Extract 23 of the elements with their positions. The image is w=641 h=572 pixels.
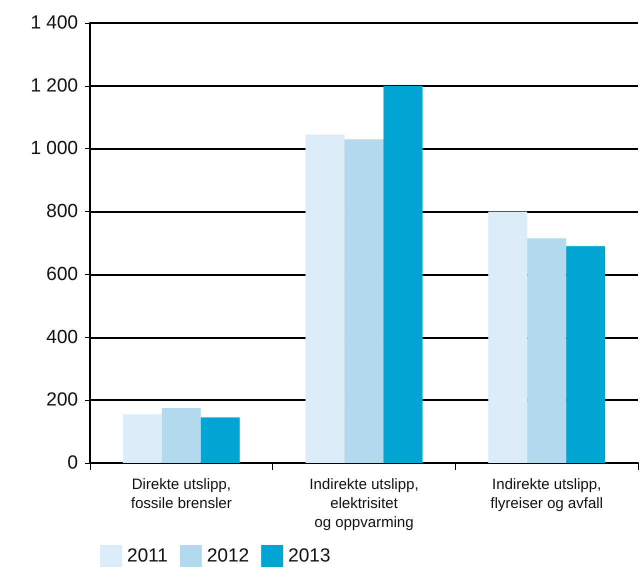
y-tick-label: 200: [46, 390, 78, 411]
bar: [488, 212, 528, 463]
x-tick-label: Indirekte utslipp, elektrisitet og oppvarming: [309, 476, 419, 531]
bar: [306, 134, 345, 463]
y-tick-label: 0: [67, 452, 78, 474]
y-tick-label: 800: [46, 201, 78, 222]
bar: [162, 408, 201, 463]
legend-label: 2013: [288, 546, 330, 566]
x-tick-label: Indirekte utslipp, flyreiser og avfall: [490, 476, 603, 512]
y-tick-label: 400: [46, 326, 78, 348]
x-tick-label: Direkte utslipp, fossile brensler: [130, 476, 232, 512]
y-tick-label: 1 000: [30, 138, 78, 160]
y-tick-label: 600: [46, 264, 78, 285]
bar: [527, 238, 566, 463]
bar: [383, 86, 422, 463]
bar: [344, 139, 384, 463]
bar: [200, 417, 240, 463]
legend-label: 2012: [206, 546, 250, 566]
legend-label: 2011: [127, 546, 168, 566]
bar: [566, 246, 606, 463]
y-tick-label: 1 200: [30, 75, 78, 96]
bar: [122, 414, 162, 463]
y-tick-label: 1 400: [30, 12, 78, 34]
